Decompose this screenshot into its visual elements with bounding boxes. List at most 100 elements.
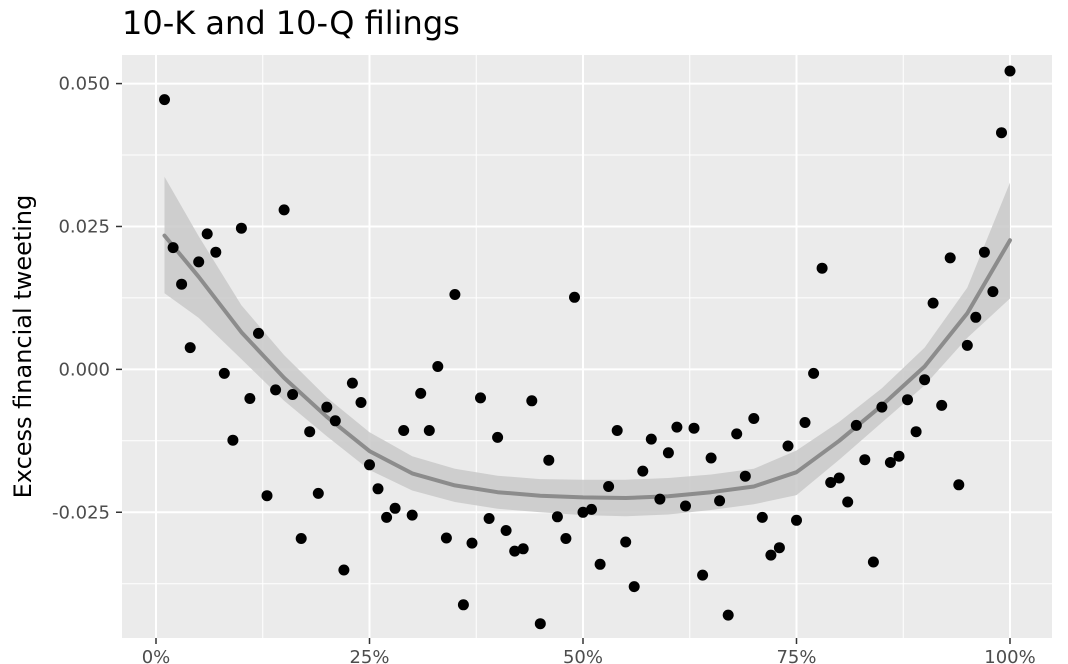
data-point [654, 493, 666, 505]
data-point [893, 450, 905, 462]
data-point [910, 426, 922, 438]
data-point [637, 465, 649, 477]
data-point [765, 549, 777, 561]
data-point [500, 525, 512, 536]
data-point [970, 311, 982, 323]
y-axis-ticks: 0.050 0.025 0.000 -0.025 [52, 74, 122, 523]
x-tick-label: 0% [142, 647, 171, 664]
data-point [201, 228, 213, 240]
data-point [321, 401, 333, 413]
data-point [961, 339, 973, 351]
data-point [808, 367, 820, 379]
data-point [748, 413, 760, 424]
x-axis-ticks: 0% 25% 50% 75% 100% [142, 638, 1036, 664]
data-point [799, 417, 811, 428]
data-point [218, 367, 230, 379]
data-point [739, 470, 751, 482]
data-point [244, 393, 256, 404]
data-point [423, 425, 435, 436]
data-point [996, 127, 1007, 139]
data-point [509, 545, 521, 557]
data-point [560, 533, 572, 544]
data-point [586, 503, 597, 515]
data-point [372, 483, 384, 495]
data-point [876, 401, 888, 413]
chart-title: 10-K and 10-Q filings [122, 4, 460, 42]
data-point [235, 222, 247, 234]
data-point [184, 342, 196, 354]
data-point [329, 415, 341, 427]
x-tick-label: 75% [776, 647, 816, 664]
data-point [577, 506, 589, 518]
data-point [611, 425, 623, 436]
data-point [406, 509, 418, 521]
data-point [253, 327, 264, 339]
data-point [688, 422, 700, 434]
y-tick-label: -0.025 [52, 502, 110, 523]
data-point [355, 397, 367, 408]
data-point [978, 246, 990, 258]
y-tick-label: 0.025 [58, 216, 110, 237]
x-tick-label: 100% [984, 647, 1035, 664]
data-point [389, 502, 401, 514]
data-point [543, 454, 555, 466]
data-point [176, 278, 188, 290]
data-point [569, 291, 580, 303]
data-point [791, 514, 802, 526]
data-point [475, 392, 486, 404]
data-point [620, 536, 632, 548]
data-point [722, 609, 734, 621]
data-point [210, 246, 222, 258]
data-point [483, 513, 495, 524]
data-point [457, 599, 469, 611]
data-point [312, 487, 324, 499]
x-tick-label: 25% [349, 647, 389, 664]
data-point [159, 94, 170, 106]
data-point [440, 532, 452, 544]
data-point [867, 556, 879, 568]
data-point [364, 459, 375, 471]
data-point [859, 454, 871, 466]
data-point [833, 472, 845, 484]
smooth-trend-line [162, 233, 1012, 500]
data-point [953, 479, 965, 491]
x-tick-label: 50% [563, 647, 603, 664]
data-point [415, 387, 427, 399]
data-point [645, 433, 657, 445]
plot-panel [122, 55, 1052, 638]
data-point [346, 377, 358, 389]
data-point [603, 481, 615, 492]
data-point [697, 569, 709, 581]
data-points [159, 65, 1016, 630]
data-point [534, 618, 546, 630]
data-point [714, 495, 726, 507]
data-point [773, 542, 785, 554]
data-point [517, 543, 529, 555]
data-point [731, 428, 743, 440]
data-point [167, 242, 179, 254]
data-point [381, 511, 393, 523]
y-tick-label: 0.000 [58, 359, 110, 380]
data-point [492, 431, 504, 443]
data-point [432, 361, 444, 372]
data-point [662, 447, 674, 459]
data-point [705, 452, 717, 464]
data-point [884, 457, 896, 468]
data-point [842, 496, 854, 508]
grid-minor [122, 55, 1052, 638]
data-point [816, 262, 828, 274]
data-point [466, 537, 478, 549]
y-axis-label: Excess financial tweeting [9, 195, 37, 499]
data-point [227, 434, 239, 446]
data-point [756, 511, 768, 523]
data-point [782, 440, 794, 452]
data-point [304, 426, 316, 438]
data-point [261, 490, 273, 502]
data-point [193, 256, 205, 268]
data-point [944, 252, 956, 264]
data-point [338, 564, 350, 576]
data-point [551, 511, 563, 523]
data-point [628, 581, 640, 593]
data-point [825, 477, 837, 488]
